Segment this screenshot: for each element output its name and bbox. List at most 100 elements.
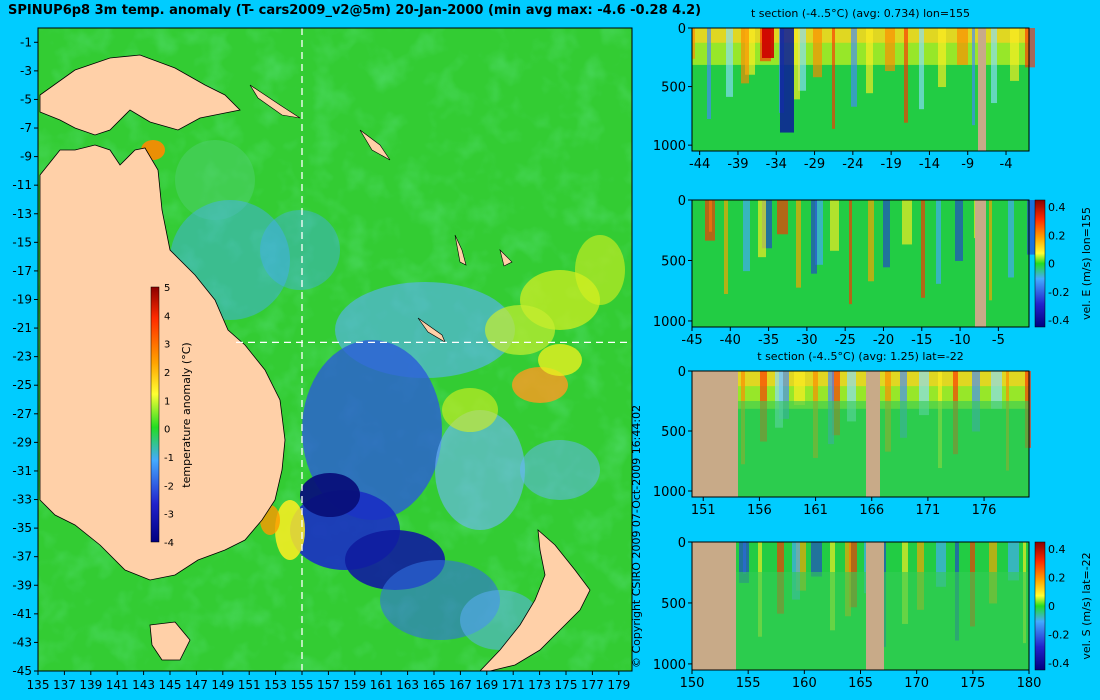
- map-colorbar-tick-label: -1: [164, 453, 174, 464]
- section-x-tick-label: -15: [911, 333, 932, 348]
- section-panel-3: [691, 370, 1031, 498]
- map-y-tick-label: -17: [12, 264, 32, 278]
- section-streak: [741, 28, 749, 84]
- section-panel-2: [691, 199, 1036, 328]
- section-x-tick-label: 156: [747, 503, 772, 518]
- map-x-tick-label: 173: [528, 678, 551, 692]
- map-x-tick-label: 143: [132, 678, 155, 692]
- section-x-tick-label: -25: [835, 333, 856, 348]
- map-y-tick-label: -41: [12, 607, 32, 621]
- section-y-tick-label: 0: [678, 22, 686, 37]
- anomaly-patch-10: [538, 344, 582, 376]
- map-y-tick-label: -27: [12, 407, 32, 421]
- section-streak: [957, 28, 968, 65]
- section-streak: [779, 371, 789, 419]
- anomaly-patch-8: [485, 305, 555, 355]
- section-x-tick-label: -34: [766, 157, 787, 172]
- section-streak: [739, 542, 749, 583]
- section-streak: [866, 28, 873, 94]
- section-title: t section (-4..5°C) (avg: 1.25) lat=-22: [757, 350, 963, 363]
- section-streak: [921, 200, 925, 298]
- map-y-tick-label: -45: [12, 664, 32, 678]
- section-x-tick-label: -39: [727, 157, 748, 172]
- section-streak: [883, 200, 890, 268]
- section-streak: [847, 371, 856, 422]
- section-streak: [989, 200, 992, 301]
- map-frame: [37, 27, 633, 672]
- section-x-tick-label: -40: [720, 333, 741, 348]
- australia-land: [39, 144, 286, 581]
- section-colorbar: [1034, 199, 1046, 328]
- map-x-tick-label: 167: [449, 678, 472, 692]
- anomaly-patch-6: [520, 440, 600, 500]
- section-x-tick-label: 166: [859, 503, 884, 518]
- map-x-tick-label: 139: [79, 678, 102, 692]
- anomaly-patch-14: [175, 140, 255, 220]
- section-x-tick-label: -24: [842, 157, 863, 172]
- section-warm-core: [762, 28, 774, 58]
- map-x-tick-label: 157: [317, 678, 340, 692]
- section-x-tick-label: -35: [758, 333, 779, 348]
- section-cold-core: [780, 28, 794, 133]
- section-streak: [796, 200, 801, 288]
- map-colorbar-tick-label: 1: [164, 396, 170, 407]
- fiji-land: [499, 249, 513, 267]
- section-x-tick-label: -9: [961, 157, 974, 172]
- section-land: [692, 542, 736, 670]
- section-streak: [919, 371, 929, 416]
- section-streak: [705, 200, 715, 241]
- section-streak: [919, 28, 924, 110]
- section-streak: [762, 200, 772, 249]
- map-y-tick-label: -19: [12, 292, 32, 306]
- section-streak: [936, 200, 941, 284]
- section-streak: [972, 28, 975, 126]
- map-y-tick-label: -31: [12, 464, 32, 478]
- section-streak: [1010, 28, 1019, 81]
- map-colorbar-tick-label: 2: [164, 368, 170, 379]
- section-x-tick-label: 171: [915, 503, 940, 518]
- section-streak: [745, 28, 755, 75]
- section-x-tick-label: 161: [803, 503, 828, 518]
- section-streak: [991, 28, 997, 104]
- map-y-tick-label: -23: [12, 350, 32, 364]
- anomaly-patch-16: [260, 210, 340, 290]
- map-y-tick-label: -15: [12, 235, 32, 249]
- section-frame: [691, 27, 1030, 152]
- section-streak: [991, 371, 1002, 409]
- map-colorbar-tick-label: -2: [164, 481, 174, 492]
- section-colorbar-tick-label: 0.2: [1048, 229, 1066, 242]
- section-land: [978, 28, 986, 151]
- section-x-tick-label: 151: [691, 503, 716, 518]
- section-x-tick-label: -45: [681, 333, 702, 348]
- map-y-tick-label: -43: [12, 635, 32, 649]
- section-streak: [936, 542, 946, 587]
- section-x-tick-label: 176: [972, 503, 997, 518]
- map-x-tick-label: 137: [53, 678, 76, 692]
- map-x-tick-label: 149: [211, 678, 234, 692]
- map-x-tick-label: 177: [581, 678, 604, 692]
- section-x-tick-label: 180: [1017, 676, 1042, 691]
- map-colorbar-tick-label: -3: [164, 510, 174, 521]
- map-x-tick-label: 171: [502, 678, 525, 692]
- map-x-tick-label: 161: [370, 678, 393, 692]
- section-colorbar-tick-label: 0.4: [1048, 201, 1066, 214]
- section-y-tick-label: 1000: [653, 315, 686, 330]
- section-colorbar-label: vel. E (m/s) lon=155: [1080, 207, 1093, 320]
- new-zealand-land: [479, 529, 591, 672]
- section-x-tick-label: 160: [792, 676, 817, 691]
- section-land: [975, 200, 986, 327]
- section-x-tick-label: 165: [848, 676, 873, 691]
- section-streak: [938, 28, 946, 88]
- section-streak: [811, 200, 817, 274]
- section-streak: [707, 28, 711, 120]
- new-guinea-land: [39, 54, 241, 136]
- anomaly-patch-17: [275, 500, 305, 560]
- section-x-tick-label: 170: [904, 676, 929, 691]
- section-y-tick-label: 500: [661, 425, 686, 440]
- map-y-tick-label: -39: [12, 578, 32, 592]
- map-x-tick-label: 141: [106, 678, 129, 692]
- section-streak: [849, 200, 852, 305]
- map-y-tick-label: -37: [12, 550, 32, 564]
- map-y-tick-label: -7: [20, 121, 32, 135]
- section-y-tick-label: 0: [678, 365, 686, 380]
